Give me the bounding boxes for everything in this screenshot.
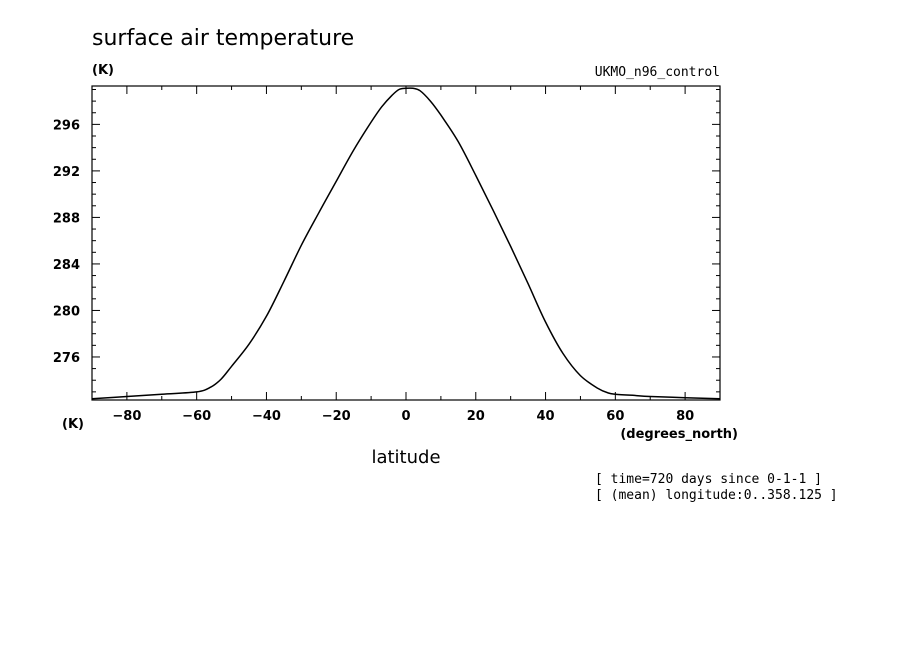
x-axis-ticks (91, 86, 721, 400)
x-tick-label: −60 (182, 409, 211, 424)
annotation-longitude: [ (mean) longitude:0..358.125 ] (595, 488, 838, 503)
y-tick-label: 296 (53, 118, 80, 133)
dataset-label: UKMO_n96_control (595, 65, 720, 80)
y-tick-label: 276 (53, 351, 80, 366)
x-tick-label: 20 (467, 409, 485, 424)
y-axis-ticks (92, 88, 720, 393)
x-units-label: (degrees_north) (620, 427, 738, 442)
x-tick-label: 80 (676, 409, 694, 424)
y-tick-label: 292 (53, 165, 80, 180)
x-tick-label: 0 (401, 409, 410, 424)
y-tick-labels: 276 280 284 288 292 296 (53, 118, 80, 366)
plot-frame (91, 85, 721, 401)
x-tick-label: 60 (606, 409, 624, 424)
annotation-time: [ time=720 days since 0-1-1 ] (595, 472, 822, 487)
x-tick-label: −80 (112, 409, 141, 424)
x-tick-label: 40 (537, 409, 555, 424)
y-units-corner: (K) (62, 417, 84, 432)
x-axis-label: latitude (371, 447, 440, 468)
units-label: (K) (92, 63, 114, 78)
x-tick-labels: −80 −60 −40 −20 0 20 40 60 80 (112, 409, 694, 424)
y-tick-label: 284 (53, 258, 80, 273)
y-tick-label: 280 (53, 304, 80, 319)
series-line (91, 87, 721, 400)
x-tick-label: −20 (322, 409, 351, 424)
y-tick-label: 288 (53, 211, 80, 226)
x-tick-label: −40 (252, 409, 281, 424)
chart-title: surface air temperature (92, 26, 354, 51)
